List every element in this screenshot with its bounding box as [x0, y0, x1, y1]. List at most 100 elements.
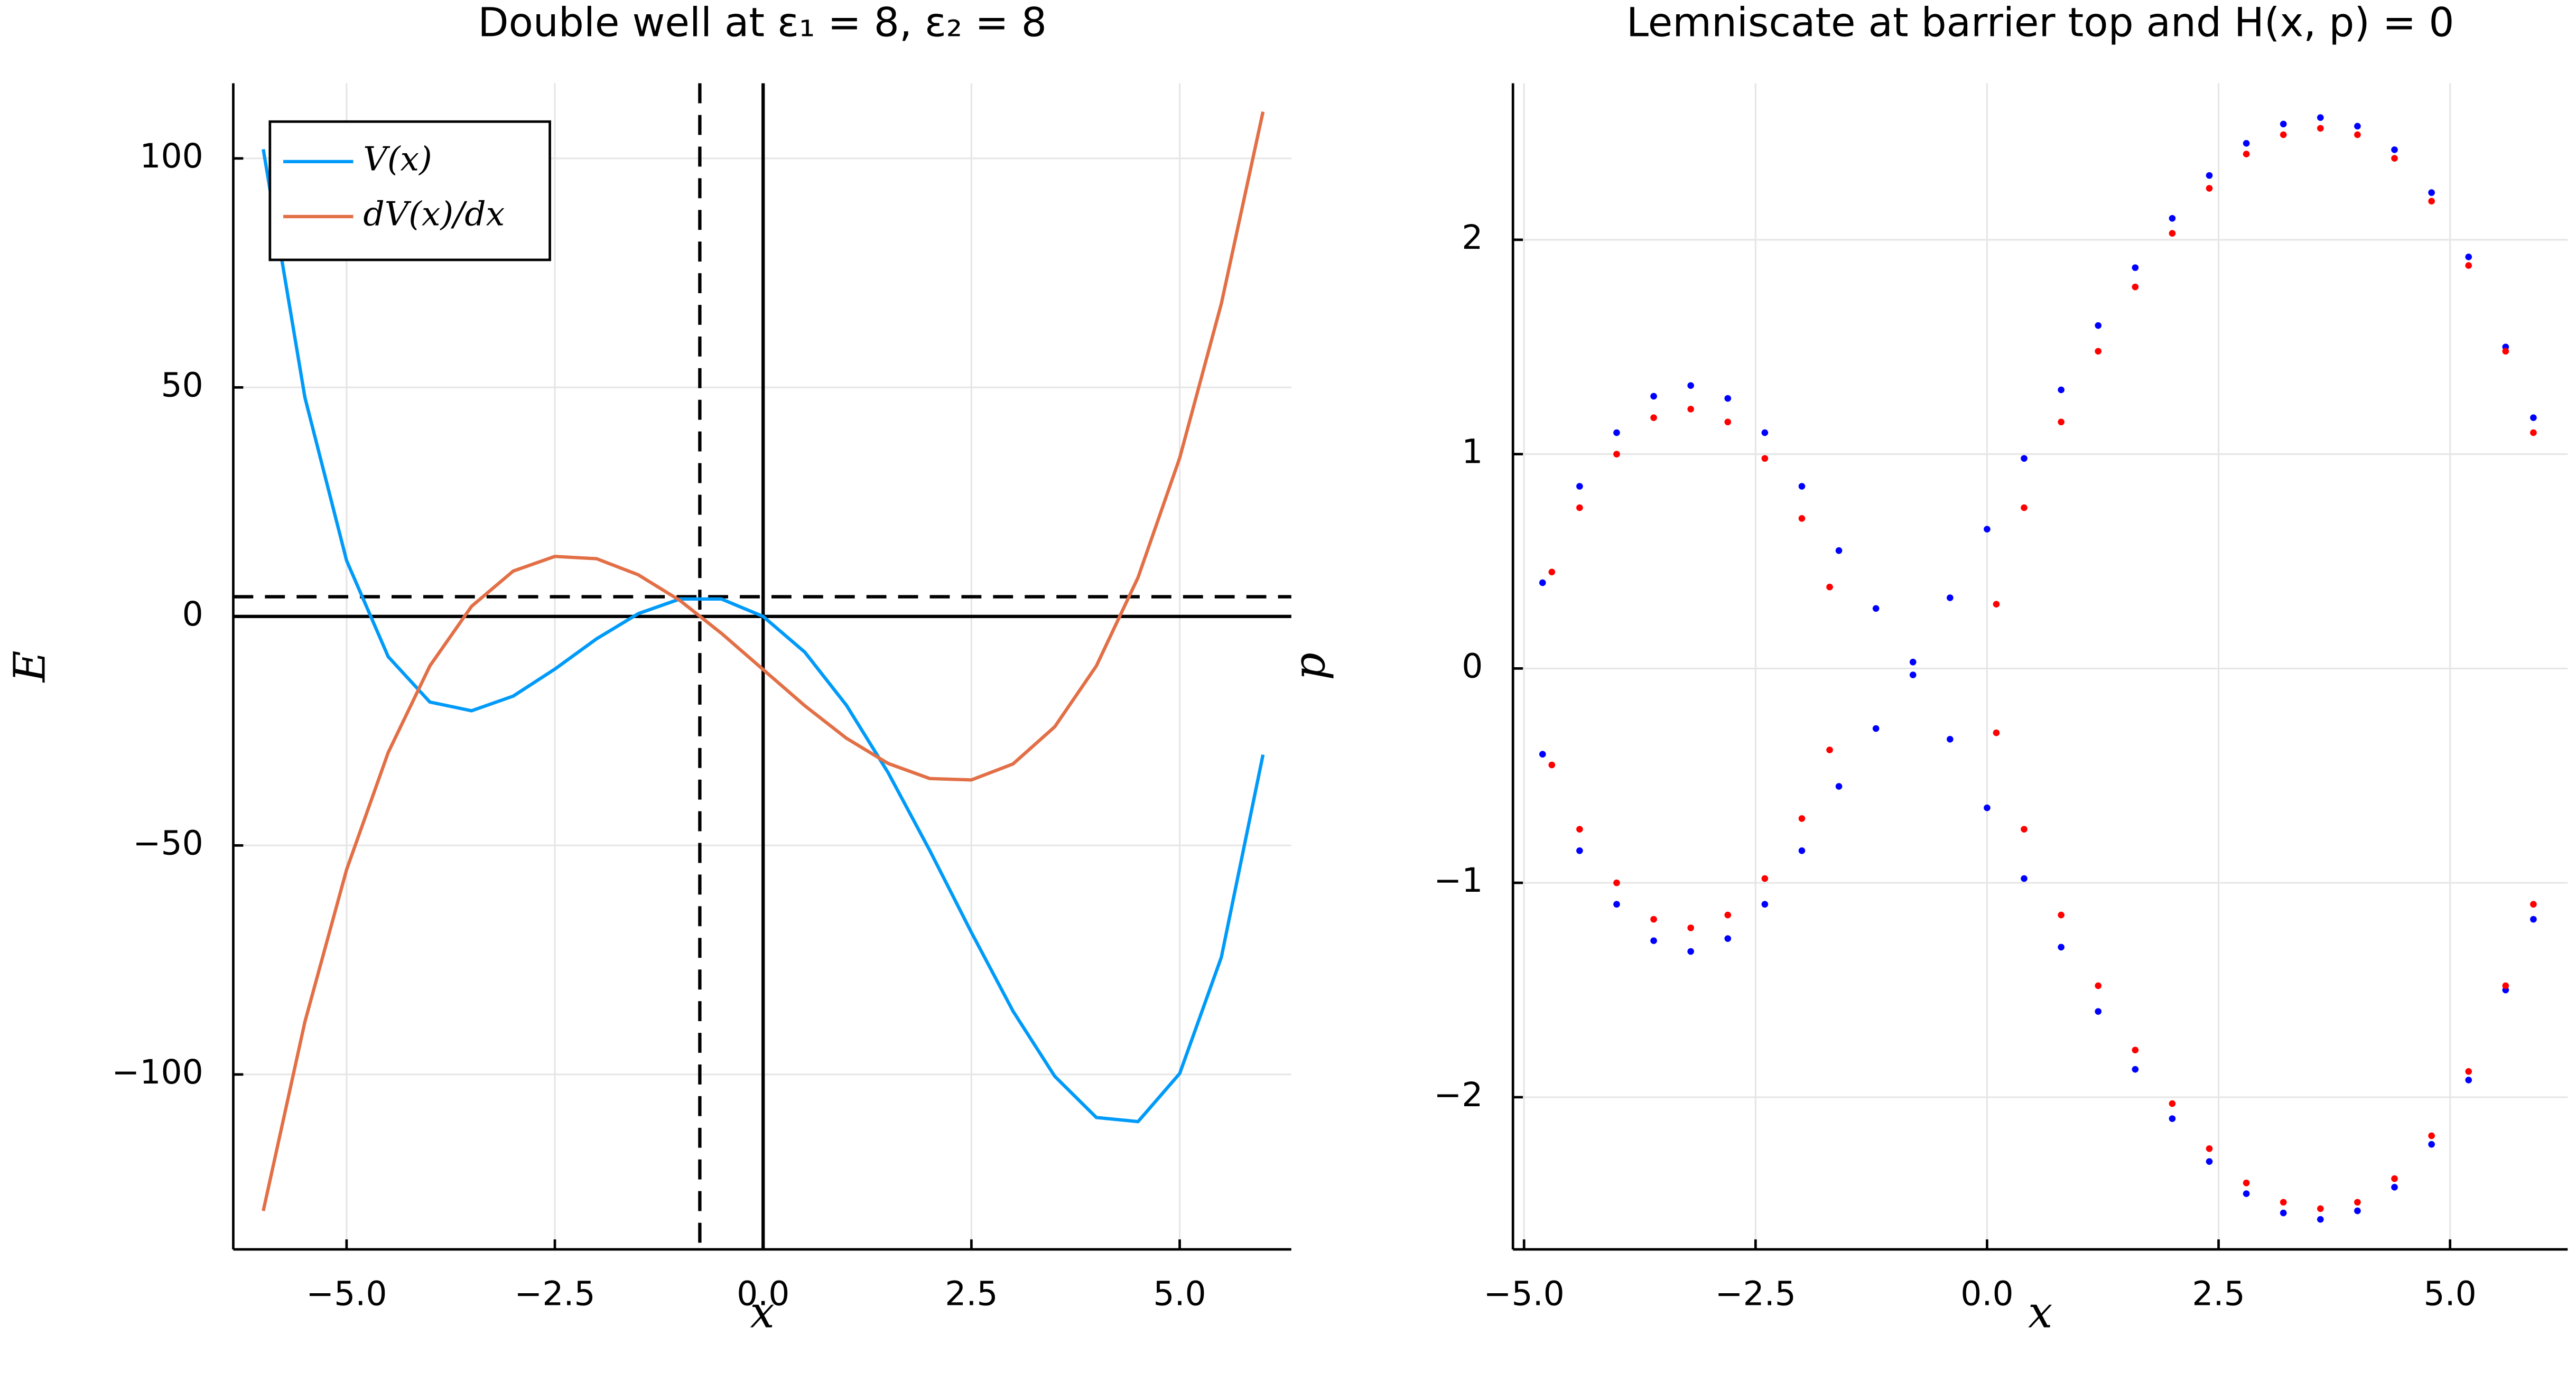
- point: [2132, 1047, 2139, 1053]
- point: [1798, 483, 1806, 490]
- point: [2465, 1068, 2472, 1075]
- point: [2132, 1066, 2139, 1073]
- point: [2280, 1209, 2287, 1217]
- point: [2132, 283, 2139, 291]
- point: [2021, 504, 2028, 511]
- x-tick-label: 5.0: [1153, 1274, 1206, 1313]
- point: [2058, 386, 2064, 394]
- point: [2169, 1100, 2176, 1107]
- chart-title: Lemniscate at barrier top and H(x, p) = …: [1626, 0, 2454, 45]
- point: [2095, 1008, 2102, 1015]
- x-tick-label: 2.5: [2192, 1274, 2245, 1313]
- point: [2317, 1216, 2324, 1223]
- point: [1761, 455, 1769, 462]
- y-tick-label: 2: [1462, 218, 1483, 257]
- point: [1993, 729, 2000, 736]
- point: [2206, 172, 2213, 179]
- y-axis-label: E: [5, 650, 55, 683]
- point: [2354, 131, 2361, 138]
- point: [2169, 230, 2176, 237]
- x-tick-label: 5.0: [2424, 1274, 2477, 1313]
- point: [1613, 429, 1620, 436]
- line-series: [262, 148, 1265, 1124]
- x-tick-label: 0.0: [737, 1274, 789, 1313]
- point: [2502, 982, 2509, 989]
- y-tick-label: 100: [140, 136, 203, 175]
- y-tick-label: 1: [1462, 432, 1483, 471]
- y-tick-label: −2: [1434, 1075, 1483, 1114]
- point: [2428, 1141, 2435, 1148]
- point: [2095, 322, 2102, 329]
- point: [2354, 123, 2361, 130]
- point: [2354, 1207, 2361, 1215]
- point: [2317, 125, 2324, 132]
- point: [1613, 879, 1620, 886]
- point: [2391, 1184, 2398, 1191]
- point: [2465, 254, 2472, 260]
- point: [1687, 406, 1694, 413]
- x-tick-label: −2.5: [1715, 1274, 1796, 1313]
- point: [2021, 826, 2028, 833]
- point: [1993, 601, 2000, 608]
- point: [2132, 264, 2139, 271]
- point: [2206, 1158, 2213, 1165]
- point: [1539, 751, 1546, 758]
- point: [2280, 1199, 2287, 1206]
- point: [1576, 504, 1583, 511]
- point: [2530, 916, 2537, 923]
- point: [1650, 414, 1657, 421]
- y-tick-label: 0: [182, 594, 203, 633]
- point: [1826, 583, 1833, 591]
- point: [1650, 916, 1657, 923]
- point: [2058, 944, 2064, 951]
- point: [2428, 198, 2435, 205]
- point: [1687, 948, 1694, 955]
- point: [2280, 120, 2287, 128]
- point: [2530, 429, 2537, 436]
- legend-label: V(x): [363, 139, 432, 178]
- point: [1548, 568, 1556, 576]
- line-series: [262, 111, 1265, 1211]
- point: [2243, 151, 2250, 157]
- point: [1909, 671, 1917, 678]
- point: [1724, 418, 1732, 426]
- point: [2095, 348, 2102, 355]
- y-tick-label: −100: [112, 1052, 203, 1091]
- point: [2206, 185, 2213, 192]
- point: [1761, 901, 1769, 908]
- y-tick-label: 50: [161, 365, 203, 404]
- x-tick-label: −2.5: [515, 1274, 596, 1313]
- point: [2169, 214, 2176, 222]
- point: [1984, 804, 1991, 811]
- point: [1613, 451, 1620, 457]
- legend-box: [268, 120, 551, 261]
- point: [2391, 146, 2398, 153]
- point: [1576, 826, 1583, 833]
- point: [2465, 262, 2472, 269]
- point: [1835, 783, 1843, 790]
- point: [1835, 547, 1843, 554]
- x-axis-label: x: [750, 1288, 775, 1338]
- y-tick-label: −50: [133, 823, 203, 862]
- chart-title: Double well at ε₁ = 8, ε₂ = 8: [478, 0, 1047, 45]
- point: [1872, 725, 1880, 732]
- point: [2243, 1179, 2250, 1187]
- point: [1724, 911, 1732, 919]
- point: [2095, 982, 2102, 989]
- point: [2243, 1190, 2250, 1197]
- point: [1798, 815, 1806, 822]
- point: [1650, 393, 1657, 400]
- point: [2391, 155, 2398, 162]
- x-tick-label: −5.0: [306, 1274, 387, 1313]
- y-tick-label: −1: [1434, 861, 1483, 900]
- point: [1984, 526, 1991, 533]
- point: [2428, 1132, 2435, 1140]
- point: [2354, 1199, 2361, 1206]
- y-axis-label: p: [1285, 652, 1335, 680]
- point: [1761, 429, 1769, 436]
- point: [2465, 1077, 2472, 1084]
- x-axis-label: x: [2028, 1288, 2052, 1338]
- point: [2391, 1175, 2398, 1182]
- point: [1909, 658, 1917, 666]
